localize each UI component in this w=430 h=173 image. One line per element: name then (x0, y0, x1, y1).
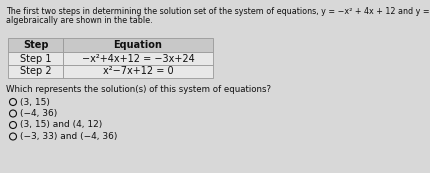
Bar (63, 38, 213, 52)
Bar (63, 65, 213, 78)
Text: Step 1: Step 1 (20, 53, 51, 63)
Text: Step 2: Step 2 (20, 66, 51, 76)
Bar (63, 52, 213, 65)
Text: x²−7x+12 = 0: x²−7x+12 = 0 (103, 66, 173, 76)
Text: algebraically are shown in the table.: algebraically are shown in the table. (6, 16, 153, 25)
Text: Step: Step (23, 40, 48, 50)
Text: (3, 15) and (4, 12): (3, 15) and (4, 12) (19, 121, 102, 130)
Text: (−3, 33) and (−4, 36): (−3, 33) and (−4, 36) (19, 132, 117, 141)
Bar (8, 65, 63, 78)
Text: (−4, 36): (−4, 36) (19, 109, 57, 118)
Text: −x²+4x+12 = −3x+24: −x²+4x+12 = −3x+24 (82, 53, 194, 63)
Text: Equation: Equation (114, 40, 163, 50)
Text: The first two steps in determining the solution set of the system of equations, : The first two steps in determining the s… (6, 7, 430, 16)
Bar (8, 38, 63, 52)
Text: Which represents the solution(s) of this system of equations?: Which represents the solution(s) of this… (6, 85, 271, 94)
Text: (3, 15): (3, 15) (19, 98, 49, 107)
Bar (8, 52, 63, 65)
